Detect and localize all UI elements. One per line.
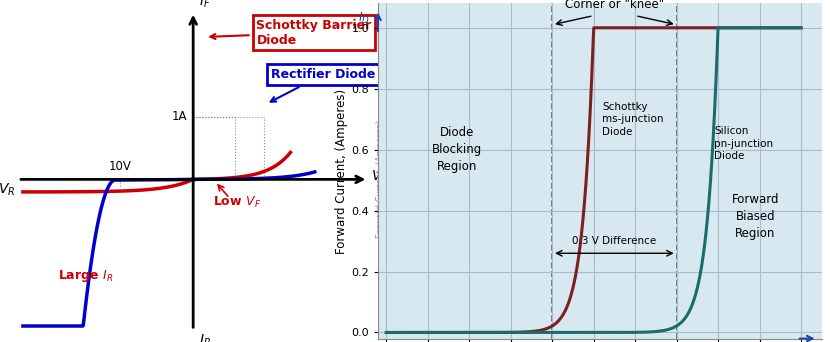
Text: Large $I_R$: Large $I_R$ — [58, 268, 114, 284]
Y-axis label: Forward Current, (Amperes): Forward Current, (Amperes) — [335, 89, 349, 253]
Text: $I_D$: $I_D$ — [358, 11, 369, 26]
Text: Schottky Barrier
Diode: Schottky Barrier Diode — [211, 19, 372, 47]
Text: Forward Current, (Amperes): Forward Current, (Amperes) — [376, 120, 385, 238]
Text: Low $V_F$: Low $V_F$ — [212, 195, 261, 210]
Text: Forward
Biased
Region: Forward Biased Region — [731, 193, 779, 240]
Text: Diode
Blocking
Region: Diode Blocking Region — [432, 126, 482, 173]
Text: 0.3 V Difference: 0.3 V Difference — [572, 236, 657, 246]
Text: $V_F$: $V_F$ — [371, 169, 388, 185]
Text: 10V: 10V — [109, 160, 132, 173]
Text: Corner or "knee": Corner or "knee" — [564, 0, 664, 11]
Text: Silicon
pn-junction
Diode: Silicon pn-junction Diode — [714, 126, 773, 161]
Text: 1A: 1A — [172, 110, 188, 123]
Text: $I_F$: $I_F$ — [199, 0, 211, 10]
Text: Schottky
ms-junction
Diode: Schottky ms-junction Diode — [602, 102, 663, 136]
Text: Rectifier Diode: Rectifier Diode — [271, 68, 375, 102]
Text: $V_R$: $V_R$ — [0, 182, 16, 198]
Text: $I_R$: $I_R$ — [199, 332, 211, 342]
